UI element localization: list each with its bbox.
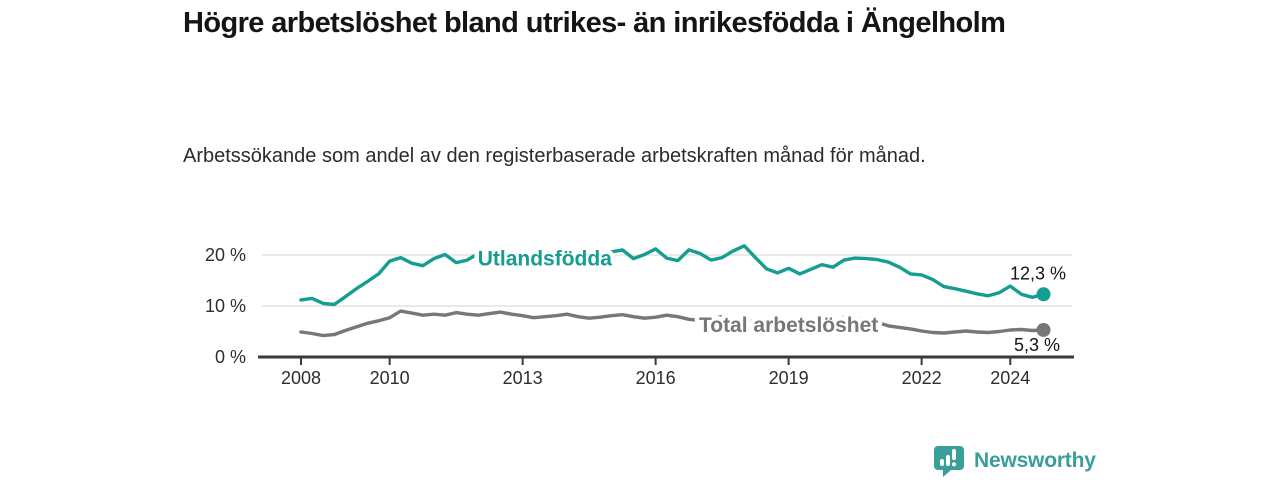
series-end-value-total: 5,3 %	[1014, 335, 1060, 355]
brand-footer: Newsworthy	[933, 445, 1096, 477]
series-line-utlandsfodda	[299, 244, 1046, 307]
series-label-utlandsfodda: Utlandsfödda	[478, 248, 612, 271]
series-label-total: Total arbetslöshet	[699, 314, 878, 337]
x-tick-label-2024: 2024	[990, 368, 1030, 388]
x-tick-label-2019: 2019	[769, 368, 809, 388]
x-tick-label-2013: 2013	[503, 368, 543, 388]
x-tick-label-2010: 2010	[370, 368, 410, 388]
x-tick-label-2016: 2016	[636, 368, 676, 388]
y-tick-label-20: 20 %	[205, 245, 246, 265]
newsworthy-logo-icon	[934, 446, 964, 477]
brand-name: Newsworthy	[974, 449, 1096, 472]
series-end-dot-utlandsfodda	[1036, 287, 1051, 302]
page-title: Högre arbetslöshet bland utrikes- än inr…	[183, 7, 1006, 39]
series-line-total	[299, 309, 1046, 338]
y-tick-label-10: 10 %	[205, 296, 246, 316]
series-end-dot-total	[1036, 322, 1051, 337]
y-tick-label-0: 0 %	[215, 347, 246, 367]
x-tick-label-2008: 2008	[281, 368, 321, 388]
page-subtitle: Arbetssökande som andel av den registerb…	[183, 145, 926, 167]
series-end-value-utlandsfodda: 12,3 %	[1010, 263, 1066, 283]
x-tick-label-2022: 2022	[902, 368, 942, 388]
